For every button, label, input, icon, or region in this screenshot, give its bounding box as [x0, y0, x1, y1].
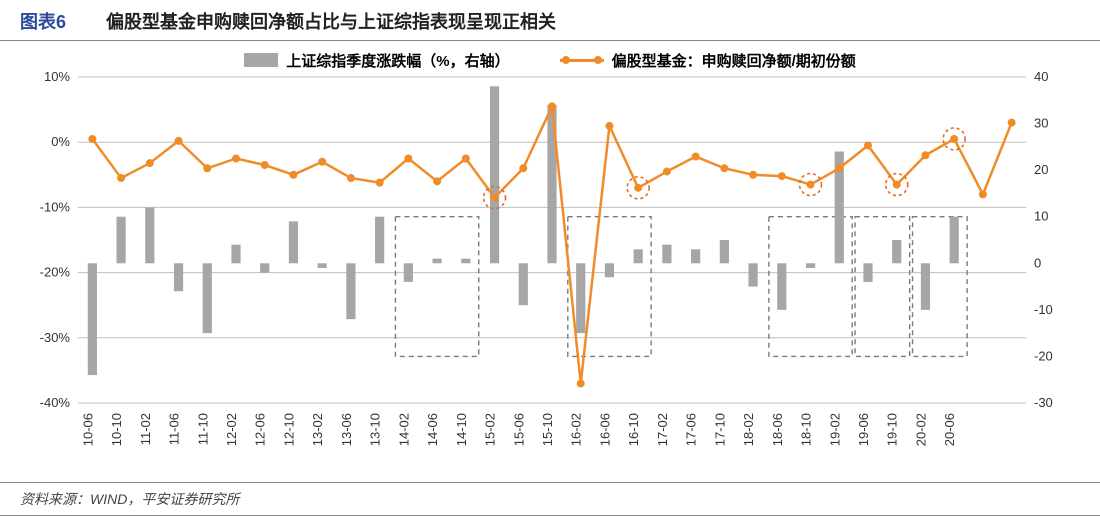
svg-text:19-10: 19-10: [885, 413, 900, 446]
svg-text:15-06: 15-06: [511, 413, 526, 446]
legend-line: 偏股型基金：申购赎回净额/期初份额: [560, 50, 856, 71]
svg-text:17-10: 17-10: [712, 413, 727, 446]
svg-text:20: 20: [1034, 162, 1048, 177]
chart-tag: 图表6: [20, 8, 66, 34]
svg-text:19-06: 19-06: [856, 413, 871, 446]
svg-text:10: 10: [1034, 209, 1048, 224]
svg-text:15-02: 15-02: [483, 413, 498, 446]
svg-text:13-06: 13-06: [339, 413, 354, 446]
legend-line-swatch: [560, 59, 604, 62]
source-text: 资料来源：WIND，平安证券研究所: [20, 491, 239, 507]
svg-text:18-02: 18-02: [741, 413, 756, 446]
svg-text:14-06: 14-06: [425, 413, 440, 446]
chart-header: 图表6 偏股型基金申购赎回净额占比与上证综指表现呈现正相关: [0, 0, 1100, 41]
svg-text:-10%: -10%: [40, 199, 71, 214]
svg-text:0: 0: [1034, 255, 1041, 270]
svg-text:16-06: 16-06: [597, 413, 612, 446]
svg-text:20-06: 20-06: [942, 413, 957, 446]
svg-text:30: 30: [1034, 116, 1048, 131]
svg-text:10-06: 10-06: [80, 413, 95, 446]
svg-text:16-10: 16-10: [626, 413, 641, 446]
svg-text:12-02: 12-02: [224, 413, 239, 446]
svg-text:13-02: 13-02: [310, 413, 325, 446]
svg-text:40: 40: [1034, 71, 1048, 84]
svg-text:20-02: 20-02: [913, 413, 928, 446]
svg-text:18-10: 18-10: [799, 413, 814, 446]
legend-bar-swatch: [244, 53, 278, 67]
plot-svg: -40% -30% -20% -10% 0% 10% -30 -20 -10 0 10 20 30 40 1…: [20, 71, 1080, 465]
chart-footer: 资料来源：WIND，平安证券研究所: [0, 482, 1100, 516]
svg-text:19-02: 19-02: [827, 413, 842, 446]
svg-text:-30%: -30%: [40, 330, 71, 345]
svg-text:12-06: 12-06: [253, 413, 268, 446]
svg-text:17-02: 17-02: [655, 413, 670, 446]
svg-text:15-10: 15-10: [540, 413, 555, 446]
legend-line-label: 偏股型基金：申购赎回净额/期初份额: [612, 50, 856, 71]
svg-text:17-06: 17-06: [684, 413, 699, 446]
legend-bar: 上证综指季度涨跌幅（%，右轴）: [244, 50, 509, 71]
svg-text:10-10: 10-10: [109, 413, 124, 446]
svg-text:-40%: -40%: [40, 395, 71, 410]
svg-text:-10: -10: [1034, 302, 1053, 317]
svg-text:16-02: 16-02: [569, 413, 584, 446]
svg-text:0%: 0%: [51, 134, 70, 149]
svg-text:12-10: 12-10: [281, 413, 296, 446]
svg-text:18-06: 18-06: [770, 413, 785, 446]
svg-text:14-02: 14-02: [396, 413, 411, 446]
svg-text:10%: 10%: [44, 71, 70, 84]
svg-text:-30: -30: [1034, 395, 1053, 410]
legend-bar-label: 上证综指季度涨跌幅（%，右轴）: [286, 50, 509, 71]
svg-text:11-02: 11-02: [138, 413, 153, 445]
svg-text:11-10: 11-10: [195, 413, 210, 445]
svg-text:-20%: -20%: [40, 265, 71, 280]
svg-text:13-10: 13-10: [368, 413, 383, 446]
svg-text:11-06: 11-06: [167, 413, 182, 445]
chart-title: 偏股型基金申购赎回净额占比与上证综指表现呈现正相关: [106, 8, 556, 34]
svg-text:-20: -20: [1034, 348, 1053, 363]
chart-area: 上证综指季度涨跌幅（%，右轴） 偏股型基金：申购赎回净额/期初份额 -40% -3…: [20, 45, 1080, 465]
svg-text:14-10: 14-10: [454, 413, 469, 446]
